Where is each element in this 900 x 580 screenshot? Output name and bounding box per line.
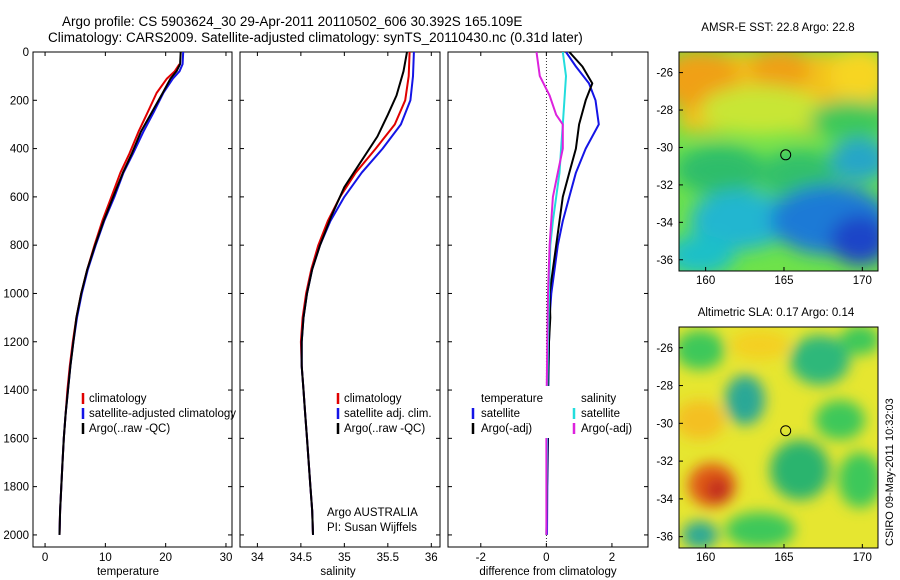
map-y-tick-label: -36 bbox=[656, 532, 673, 544]
figure-title-line1: Argo profile: CS 5903624_30 29-Apr-2011 … bbox=[62, 14, 522, 29]
map-y-tick-label: -30 bbox=[656, 418, 673, 430]
map-y-tick-label: -28 bbox=[656, 105, 673, 117]
x-tick-label: 10 bbox=[99, 552, 112, 564]
temperature-legend: climatology satellite-adjusted climatolo… bbox=[81, 393, 236, 435]
sla-map-frame bbox=[678, 326, 879, 549]
x-tick-label: 35.5 bbox=[377, 552, 399, 564]
salinity-depth-ticks bbox=[240, 51, 440, 536]
x-tick-label: -2 bbox=[476, 552, 486, 564]
difference-legend: temperature salinity satellite Argo(-adj… bbox=[470, 386, 640, 438]
argo-program-label: Argo AUSTRALIA bbox=[327, 507, 418, 519]
map-x-tick-label: 170 bbox=[853, 552, 872, 564]
x-tick-label: 35 bbox=[338, 552, 351, 564]
depth-axis-ticks: 0 200 400 600 800 1000 1200 1400 1600 1800 2000 bbox=[3, 47, 232, 542]
temperature-xlabel: temperature bbox=[97, 566, 159, 578]
x-tick-label: 20 bbox=[159, 552, 172, 564]
depth-tick-label: 400 bbox=[10, 144, 29, 156]
salinity-legend: climatology satellite adj. clim. Argo(..… bbox=[336, 393, 432, 435]
legend-label-sal-argo: Argo(-adj) bbox=[581, 423, 632, 435]
argo-pi-label: PI: Susan Wijffels bbox=[327, 522, 417, 534]
series-line-argo-raw-qc bbox=[58, 52, 182, 535]
series-line-salinity-argo-adj bbox=[535, 52, 564, 535]
map-x-tick-label: 165 bbox=[774, 275, 793, 287]
series-line-argo-raw-qc bbox=[300, 52, 408, 535]
x-tick-label: 30 bbox=[220, 552, 233, 564]
salinity-xlabel: salinity bbox=[320, 566, 355, 578]
depth-tick-label: 800 bbox=[10, 240, 29, 252]
temperature-lines bbox=[58, 52, 185, 535]
map-x-tick-label: 160 bbox=[696, 275, 715, 287]
sst-profile-location-marker bbox=[780, 149, 792, 161]
sst-map-image bbox=[679, 52, 878, 271]
sst-map-title: AMSR-E SST: 22.8 Argo: 22.8 bbox=[701, 22, 854, 34]
map-y-tick-label: -34 bbox=[656, 494, 673, 506]
legend-label-sal-satellite: satellite bbox=[581, 408, 620, 420]
sst-map-panel: AMSR-E SST: 22.8 Argo: 22.8 160 165 170 -26… bbox=[656, 22, 879, 287]
legend-label-climatology: climatology bbox=[89, 393, 147, 405]
x-tick-label: 2 bbox=[609, 552, 615, 564]
legend-label-climatology: climatology bbox=[344, 393, 402, 405]
legend-heading-temperature: temperature bbox=[481, 393, 543, 405]
map-x-tick-label: 170 bbox=[853, 275, 872, 287]
map-y-tick-label: -26 bbox=[656, 343, 673, 355]
map-y-tick-label: -36 bbox=[656, 255, 673, 267]
legend-label-temp-argo: Argo(-adj) bbox=[481, 423, 532, 435]
depth-tick-label: 2000 bbox=[3, 530, 29, 542]
depth-tick-label: 1200 bbox=[3, 337, 29, 349]
sst-map-frame bbox=[678, 51, 879, 272]
sla-map-image bbox=[679, 327, 878, 548]
depth-tick-label: 600 bbox=[10, 192, 29, 204]
depth-tick-label: 1000 bbox=[3, 288, 29, 300]
map-y-tick-label: -32 bbox=[656, 180, 673, 192]
legend-label-satellite: satellite adj. clim. bbox=[344, 408, 432, 420]
sla-profile-location-marker bbox=[780, 425, 792, 437]
difference-depth-ticks bbox=[448, 51, 648, 536]
difference-panel: -2 0 2 difference from climatology tempera… bbox=[447, 51, 649, 578]
temperature-axes-frame bbox=[32, 51, 233, 548]
depth-tick-label: 0 bbox=[23, 47, 29, 59]
map-y-tick-label: -34 bbox=[656, 217, 673, 229]
sla-map-panel: Altimetric SLA: 0.17 Argo: 0.14 160 165 17… bbox=[656, 307, 879, 564]
x-tick-label: 34.5 bbox=[290, 552, 312, 564]
sst-map-ticks: 160 165 170 -26 -28 -30 -32 -34 -36 bbox=[656, 68, 872, 287]
depth-tick-label: 1800 bbox=[3, 482, 29, 494]
depth-tick-label: 1400 bbox=[3, 385, 29, 397]
salinity-panel: 34 34.5 35 35.5 36 salinity climatology sate… bbox=[239, 51, 441, 578]
salinity-axes-frame bbox=[239, 51, 441, 548]
legend-label-satellite: satellite-adjusted climatology bbox=[89, 408, 236, 420]
map-y-tick-label: -26 bbox=[656, 68, 673, 80]
map-y-tick-label: -28 bbox=[656, 381, 673, 393]
difference-xlabel: difference from climatology bbox=[479, 566, 616, 578]
depth-tick-label: 1600 bbox=[3, 433, 29, 445]
figure-title-line2: Climatology: CARS2009. Satellite-adjuste… bbox=[48, 30, 583, 45]
difference-legend-bg bbox=[470, 386, 640, 438]
legend-heading-salinity: salinity bbox=[581, 393, 616, 405]
map-y-tick-label: -32 bbox=[656, 456, 673, 468]
legend-label-argo: Argo(..raw -QC) bbox=[344, 423, 425, 435]
depth-tick-label: 200 bbox=[10, 95, 29, 107]
x-tick-label: 34 bbox=[251, 552, 264, 564]
salinity-lines bbox=[299, 52, 415, 535]
map-x-tick-label: 165 bbox=[774, 552, 793, 564]
temperature-panel: 0 200 400 600 800 1000 1200 1400 1600 1800 2000 0 1… bbox=[3, 47, 236, 578]
map-y-tick-label: -30 bbox=[656, 142, 673, 154]
salinity-x-ticks: 34 34.5 35 35.5 36 bbox=[251, 52, 438, 564]
csiro-timestamp: CSIRO 09-May-2011 10:32:03 bbox=[884, 398, 896, 546]
legend-label-argo: Argo(..raw -QC) bbox=[89, 423, 170, 435]
sla-map-title: Altimetric SLA: 0.17 Argo: 0.14 bbox=[698, 307, 855, 319]
legend-label-temp-satellite: satellite bbox=[481, 408, 520, 420]
x-tick-label: 0 bbox=[42, 552, 48, 564]
sla-map-ticks: 160 165 170 -26 -28 -30 -32 -34 -36 bbox=[656, 343, 872, 564]
x-tick-label: 0 bbox=[543, 552, 549, 564]
x-tick-label: 36 bbox=[425, 552, 438, 564]
temperature-x-ticks: 0 10 20 30 bbox=[42, 52, 233, 564]
map-x-tick-label: 160 bbox=[696, 552, 715, 564]
